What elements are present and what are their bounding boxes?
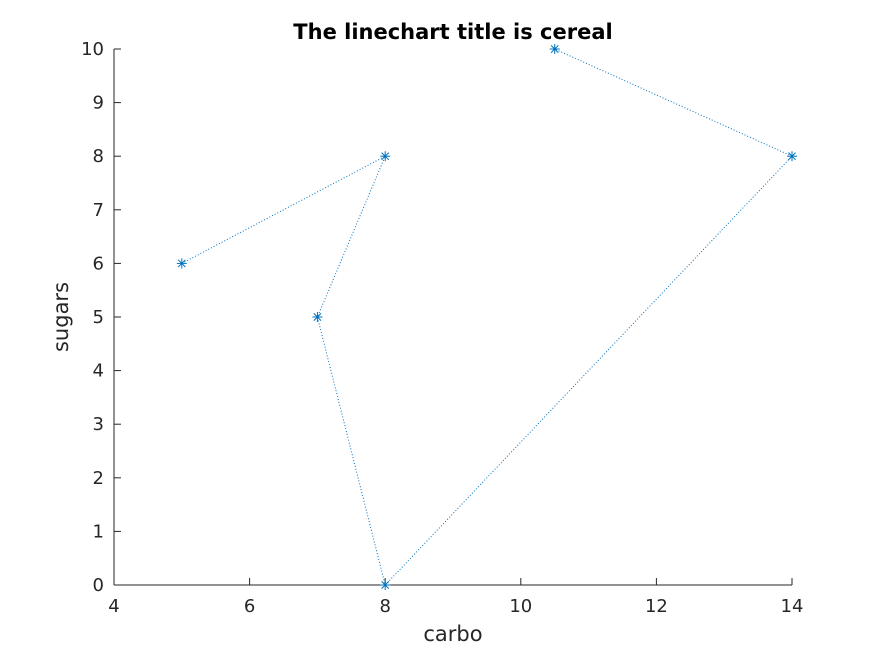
y-tick-label: 1 xyxy=(93,521,104,542)
y-tick-label: 7 xyxy=(93,200,104,221)
series-layer xyxy=(176,44,797,590)
data-point-asterisk xyxy=(312,312,323,322)
y-tick-label: 0 xyxy=(93,575,104,596)
y-tick-label: 2 xyxy=(93,468,104,489)
y-tick-label: 3 xyxy=(93,414,104,435)
data-point-asterisk xyxy=(176,258,187,269)
y-tick-label: 10 xyxy=(81,39,104,60)
y-tick-label: 9 xyxy=(93,93,104,114)
x-tick-label: 14 xyxy=(781,596,804,617)
chart-title: The linechart title is cereal xyxy=(293,20,612,44)
x-tick-label: 12 xyxy=(645,596,668,617)
series-line xyxy=(181,48,793,587)
x-tick-label: 10 xyxy=(509,596,532,617)
x-tick-label: 4 xyxy=(108,596,119,617)
y-tick-label: 4 xyxy=(93,361,104,382)
data-point-asterisk xyxy=(549,44,560,54)
data-point-asterisk xyxy=(380,580,391,590)
x-axis-label: carbo xyxy=(423,622,482,646)
x-tick-label: 6 xyxy=(244,596,255,617)
y-tick-label: 5 xyxy=(93,307,104,328)
data-point-asterisk xyxy=(380,151,391,162)
data-point-asterisk xyxy=(787,151,797,162)
y-tick-label: 8 xyxy=(93,146,104,167)
x-tick-label: 8 xyxy=(379,596,390,617)
y-axis-label: sugars xyxy=(49,282,73,352)
y-tick-label: 6 xyxy=(93,253,104,274)
